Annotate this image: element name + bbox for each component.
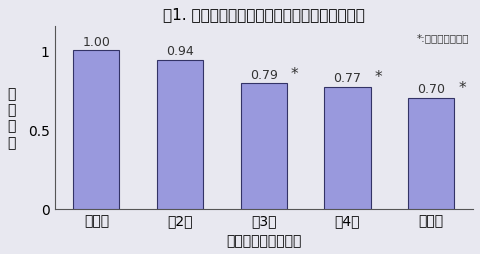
Text: *: * — [375, 70, 383, 85]
Bar — [157, 60, 203, 209]
Title: 図1. 総カルシウム摂取量と脳卒中発症との関係: 図1. 総カルシウム摂取量と脳卒中発症との関係 — [163, 7, 365, 22]
Text: *: * — [458, 81, 466, 96]
Text: 0.70: 0.70 — [417, 83, 445, 96]
Text: *: * — [291, 67, 299, 82]
Y-axis label: リ
ス
ク
比: リ ス ク 比 — [7, 87, 15, 149]
Bar — [324, 87, 371, 209]
Bar — [408, 98, 454, 209]
Text: 0.77: 0.77 — [334, 72, 361, 85]
Bar — [241, 84, 287, 209]
Text: 0.94: 0.94 — [166, 45, 194, 58]
X-axis label: 総カルシウム摂取量: 総カルシウム摂取量 — [226, 233, 301, 247]
Text: 0.79: 0.79 — [250, 69, 278, 82]
Bar — [73, 51, 120, 209]
Text: *:統計学的に有意: *:統計学的に有意 — [416, 33, 469, 43]
Text: 1.00: 1.00 — [83, 36, 110, 49]
